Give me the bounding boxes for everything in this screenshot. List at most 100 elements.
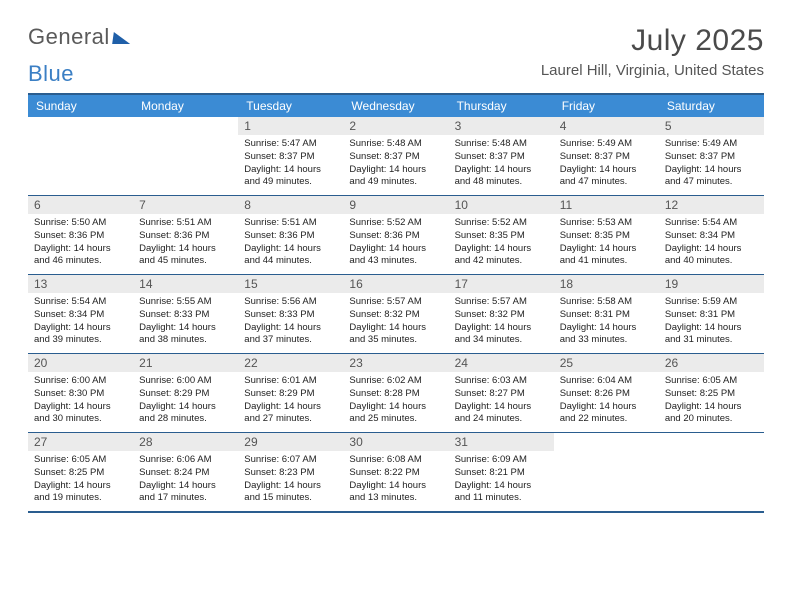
daylight-line: Daylight: 14 hours and 30 minutes. xyxy=(34,401,127,427)
month-title: July 2025 xyxy=(541,24,764,58)
day-data: Sunrise: 6:03 AMSunset: 8:27 PMDaylight:… xyxy=(449,372,554,431)
weekday-thursday: Thursday xyxy=(449,95,554,117)
sunset-line: Sunset: 8:29 PM xyxy=(244,388,337,401)
day-data: Sunrise: 6:05 AMSunset: 8:25 PMDaylight:… xyxy=(28,451,133,510)
day-cell: 31Sunrise: 6:09 AMSunset: 8:21 PMDayligh… xyxy=(449,433,554,511)
sunset-line: Sunset: 8:22 PM xyxy=(349,467,442,480)
day-number xyxy=(554,433,659,451)
daylight-line: Daylight: 14 hours and 48 minutes. xyxy=(455,164,548,190)
day-data: Sunrise: 5:51 AMSunset: 8:36 PMDaylight:… xyxy=(238,214,343,273)
day-data: Sunrise: 5:54 AMSunset: 8:34 PMDaylight:… xyxy=(659,214,764,273)
day-data: Sunrise: 5:47 AMSunset: 8:37 PMDaylight:… xyxy=(238,135,343,194)
weekday-tuesday: Tuesday xyxy=(238,95,343,117)
sunset-line: Sunset: 8:37 PM xyxy=(349,151,442,164)
day-number: 5 xyxy=(659,117,764,135)
sunset-line: Sunset: 8:21 PM xyxy=(455,467,548,480)
sunset-line: Sunset: 8:26 PM xyxy=(560,388,653,401)
sunrise-line: Sunrise: 5:49 AM xyxy=(560,138,653,151)
day-number xyxy=(659,433,764,451)
daylight-line: Daylight: 14 hours and 19 minutes. xyxy=(34,480,127,506)
day-number: 29 xyxy=(238,433,343,451)
weeks-container: 1Sunrise: 5:47 AMSunset: 8:37 PMDaylight… xyxy=(28,117,764,513)
sunset-line: Sunset: 8:31 PM xyxy=(665,309,758,322)
daylight-line: Daylight: 14 hours and 40 minutes. xyxy=(665,243,758,269)
day-number: 16 xyxy=(343,275,448,293)
day-cell: 15Sunrise: 5:56 AMSunset: 8:33 PMDayligh… xyxy=(238,275,343,353)
day-cell: 20Sunrise: 6:00 AMSunset: 8:30 PMDayligh… xyxy=(28,354,133,432)
sunset-line: Sunset: 8:37 PM xyxy=(665,151,758,164)
sunset-line: Sunset: 8:24 PM xyxy=(139,467,232,480)
day-data: Sunrise: 5:54 AMSunset: 8:34 PMDaylight:… xyxy=(28,293,133,352)
day-number: 14 xyxy=(133,275,238,293)
day-number: 1 xyxy=(238,117,343,135)
daylight-line: Daylight: 14 hours and 46 minutes. xyxy=(34,243,127,269)
day-data: Sunrise: 5:52 AMSunset: 8:36 PMDaylight:… xyxy=(343,214,448,273)
sunset-line: Sunset: 8:36 PM xyxy=(34,230,127,243)
sunrise-line: Sunrise: 5:58 AM xyxy=(560,296,653,309)
sunrise-line: Sunrise: 6:02 AM xyxy=(349,375,442,388)
sunset-line: Sunset: 8:37 PM xyxy=(244,151,337,164)
daylight-line: Daylight: 14 hours and 28 minutes. xyxy=(139,401,232,427)
sunrise-line: Sunrise: 5:52 AM xyxy=(455,217,548,230)
day-cell: 8Sunrise: 5:51 AMSunset: 8:36 PMDaylight… xyxy=(238,196,343,274)
sunset-line: Sunset: 8:33 PM xyxy=(139,309,232,322)
day-number: 9 xyxy=(343,196,448,214)
empty-cell xyxy=(554,433,659,511)
logo-word-1: General xyxy=(28,24,110,50)
weekday-friday: Friday xyxy=(554,95,659,117)
day-data: Sunrise: 5:56 AMSunset: 8:33 PMDaylight:… xyxy=(238,293,343,352)
sunrise-line: Sunrise: 6:05 AM xyxy=(34,454,127,467)
daylight-line: Daylight: 14 hours and 49 minutes. xyxy=(349,164,442,190)
day-number: 6 xyxy=(28,196,133,214)
day-number: 27 xyxy=(28,433,133,451)
sunset-line: Sunset: 8:36 PM xyxy=(139,230,232,243)
day-number: 31 xyxy=(449,433,554,451)
daylight-line: Daylight: 14 hours and 22 minutes. xyxy=(560,401,653,427)
day-number: 4 xyxy=(554,117,659,135)
sunrise-line: Sunrise: 6:07 AM xyxy=(244,454,337,467)
sunrise-line: Sunrise: 5:53 AM xyxy=(560,217,653,230)
day-cell: 25Sunrise: 6:04 AMSunset: 8:26 PMDayligh… xyxy=(554,354,659,432)
day-data: Sunrise: 5:52 AMSunset: 8:35 PMDaylight:… xyxy=(449,214,554,273)
day-data: Sunrise: 6:02 AMSunset: 8:28 PMDaylight:… xyxy=(343,372,448,431)
day-number: 28 xyxy=(133,433,238,451)
day-cell: 14Sunrise: 5:55 AMSunset: 8:33 PMDayligh… xyxy=(133,275,238,353)
day-cell: 29Sunrise: 6:07 AMSunset: 8:23 PMDayligh… xyxy=(238,433,343,511)
day-number: 8 xyxy=(238,196,343,214)
sunset-line: Sunset: 8:32 PM xyxy=(349,309,442,322)
sunrise-line: Sunrise: 5:55 AM xyxy=(139,296,232,309)
daylight-line: Daylight: 14 hours and 15 minutes. xyxy=(244,480,337,506)
daylight-line: Daylight: 14 hours and 33 minutes. xyxy=(560,322,653,348)
sunrise-line: Sunrise: 5:50 AM xyxy=(34,217,127,230)
day-cell: 24Sunrise: 6:03 AMSunset: 8:27 PMDayligh… xyxy=(449,354,554,432)
daylight-line: Daylight: 14 hours and 17 minutes. xyxy=(139,480,232,506)
sunset-line: Sunset: 8:36 PM xyxy=(349,230,442,243)
sunset-line: Sunset: 8:33 PM xyxy=(244,309,337,322)
daylight-line: Daylight: 14 hours and 45 minutes. xyxy=(139,243,232,269)
sunset-line: Sunset: 8:28 PM xyxy=(349,388,442,401)
day-number: 22 xyxy=(238,354,343,372)
logo-triangle-icon xyxy=(112,32,132,44)
sunset-line: Sunset: 8:31 PM xyxy=(560,309,653,322)
sunrise-line: Sunrise: 5:54 AM xyxy=(665,217,758,230)
sunset-line: Sunset: 8:25 PM xyxy=(34,467,127,480)
sunrise-line: Sunrise: 6:09 AM xyxy=(455,454,548,467)
daylight-line: Daylight: 14 hours and 44 minutes. xyxy=(244,243,337,269)
day-cell: 18 Sunrise: 5:58 AMSunset: 8:31 PMDayligh… xyxy=(554,275,659,353)
day-number: 17 xyxy=(449,275,554,293)
sunrise-line: Sunrise: 5:57 AM xyxy=(349,296,442,309)
day-cell: 21Sunrise: 6:00 AMSunset: 8:29 PMDayligh… xyxy=(133,354,238,432)
day-number: 18 xyxy=(554,275,659,293)
day-cell: 6 Sunrise: 5:50 AMSunset: 8:36 PMDaylight… xyxy=(28,196,133,274)
day-cell: 26Sunrise: 6:05 AMSunset: 8:25 PMDayligh… xyxy=(659,354,764,432)
empty-cell xyxy=(133,117,238,195)
sunset-line: Sunset: 8:36 PM xyxy=(244,230,337,243)
day-cell: 11Sunrise: 5:53 AMSunset: 8:35 PMDayligh… xyxy=(554,196,659,274)
day-number: 23 xyxy=(343,354,448,372)
week-row: 27Sunrise: 6:05 AMSunset: 8:25 PMDayligh… xyxy=(28,433,764,513)
day-data: Sunrise: 6:08 AMSunset: 8:22 PMDaylight:… xyxy=(343,451,448,510)
empty-cell xyxy=(28,117,133,195)
daylight-line: Daylight: 14 hours and 34 minutes. xyxy=(455,322,548,348)
day-number: 13 xyxy=(28,275,133,293)
day-cell: 3Sunrise: 5:48 AMSunset: 8:37 PMDaylight… xyxy=(449,117,554,195)
